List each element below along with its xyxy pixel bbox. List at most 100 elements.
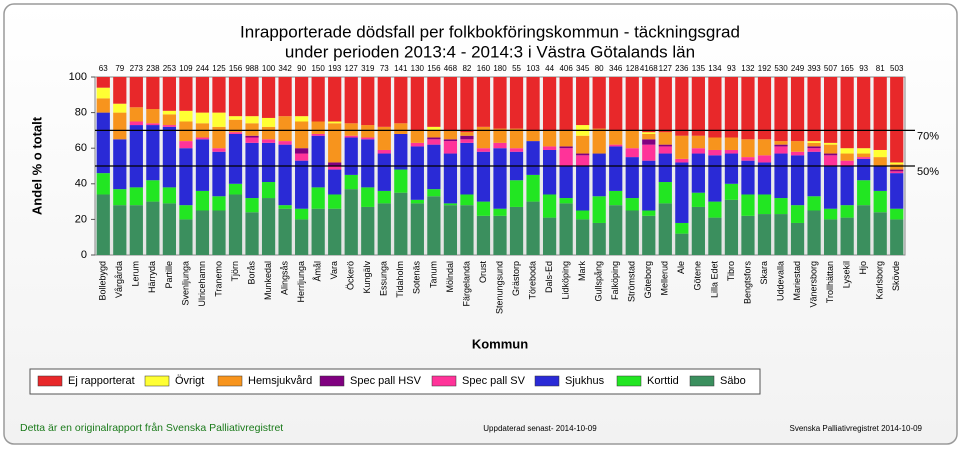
bar-segment — [576, 153, 590, 156]
bar-segment — [328, 162, 342, 166]
bar-segment — [328, 169, 342, 195]
legend-label: Spec pall SV — [462, 375, 526, 387]
bar-segment — [774, 153, 788, 199]
bar-segment — [493, 208, 507, 216]
bar-segment — [675, 162, 689, 223]
bar-segment — [195, 139, 210, 191]
bar-segment — [857, 158, 871, 181]
bar-segment — [361, 187, 375, 207]
bar-segment — [295, 77, 309, 117]
bar-segment — [609, 146, 623, 191]
footer-center: Uppdaterad senast- 2014-10-09 — [483, 424, 597, 433]
bar-segment — [394, 123, 408, 134]
bar-segment — [344, 123, 358, 136]
bar-segment — [757, 214, 772, 255]
bar-segment — [741, 194, 755, 216]
bar-segment — [460, 135, 474, 140]
y-tick-label: 80 — [75, 107, 87, 119]
bar-segment — [179, 205, 193, 220]
bar-segment — [873, 212, 887, 255]
bar-segment — [724, 199, 739, 255]
bar-segment — [146, 125, 160, 181]
bar-segment — [443, 77, 458, 131]
bar-segment — [427, 139, 441, 145]
bar-segment — [559, 77, 573, 131]
bar-total-label: 81 — [876, 64, 885, 73]
bar-segment — [625, 130, 639, 149]
bar-segment — [609, 144, 623, 147]
reference-label: 50% — [917, 166, 939, 178]
x-tick-label: Töreboda — [527, 261, 537, 300]
bar-segment — [857, 205, 871, 255]
bar-total-label: 132 — [741, 64, 755, 73]
bar-total-label: 109 — [179, 64, 193, 73]
bar-segment — [295, 160, 309, 209]
bar-segment — [526, 174, 540, 202]
bar-segment — [625, 198, 639, 211]
bar-segment — [443, 205, 458, 255]
bar-segment — [427, 196, 441, 255]
bar-segment — [757, 194, 772, 215]
bar-total-label: 93 — [727, 64, 736, 73]
x-tick-label: Götene — [693, 261, 703, 291]
bar-segment — [228, 194, 243, 255]
bar-segment — [493, 215, 507, 255]
x-tick-label: Tranemo — [213, 261, 223, 297]
bar-segment — [691, 206, 705, 255]
bar-segment — [427, 144, 441, 190]
bar-segment — [708, 201, 722, 218]
x-tick-label: Ulricehamn — [197, 261, 207, 307]
bar-segment — [774, 214, 788, 255]
bar-segment — [129, 121, 143, 126]
bar-segment — [443, 139, 458, 142]
bar-segment — [824, 77, 838, 143]
bar-segment — [179, 77, 193, 111]
footer-right: Svenska Palliativregistret 2014-10-09 — [789, 424, 922, 433]
bar-total-label: 165 — [840, 64, 854, 73]
x-tick-label: Strömstad — [627, 261, 637, 302]
bar-segment — [840, 166, 854, 206]
bar-segment — [890, 77, 904, 163]
bar-total-label: 135 — [692, 64, 706, 73]
x-tick-label: Mariestad — [792, 261, 802, 301]
bar-total-label: 4168 — [640, 64, 658, 73]
bar-segment — [576, 210, 590, 220]
bar-segment — [228, 132, 243, 134]
bar-segment — [559, 166, 573, 199]
bar-segment — [741, 139, 755, 158]
bar-total-label: 63 — [99, 64, 108, 73]
bar-segment — [493, 77, 507, 129]
bar-total-label: 238 — [146, 64, 160, 73]
bar-segment — [195, 210, 210, 255]
bar-segment — [162, 77, 176, 111]
x-tick-label: Essunga — [379, 261, 389, 296]
bar-segment — [708, 137, 722, 150]
bar-segment — [427, 130, 441, 138]
bar-segment — [625, 210, 639, 255]
bar-segment — [658, 77, 672, 133]
bar-segment — [328, 194, 342, 209]
bar-total-label: 156 — [427, 64, 441, 73]
bar-segment — [113, 112, 127, 140]
bar-segment — [790, 77, 805, 142]
bar-segment — [857, 180, 871, 206]
bar-segment — [576, 166, 590, 211]
bar-segment — [724, 153, 739, 184]
bar-segment — [443, 153, 458, 204]
bar-segment — [576, 135, 590, 154]
bar-segment — [609, 77, 623, 131]
bar-segment — [609, 190, 623, 206]
bar-segment — [542, 149, 557, 195]
x-tick-label: Åmål — [313, 261, 323, 282]
bar-segment — [96, 112, 110, 174]
bar-total-label: 127 — [345, 64, 359, 73]
bar-segment — [162, 203, 176, 255]
x-tick-label: Munkedal — [263, 261, 273, 300]
bar-segment — [361, 137, 375, 140]
bar-segment — [642, 132, 656, 134]
bar-segment — [427, 189, 441, 197]
bar-segment — [460, 132, 474, 136]
bar-segment — [361, 206, 375, 255]
bar-segment — [129, 107, 143, 122]
